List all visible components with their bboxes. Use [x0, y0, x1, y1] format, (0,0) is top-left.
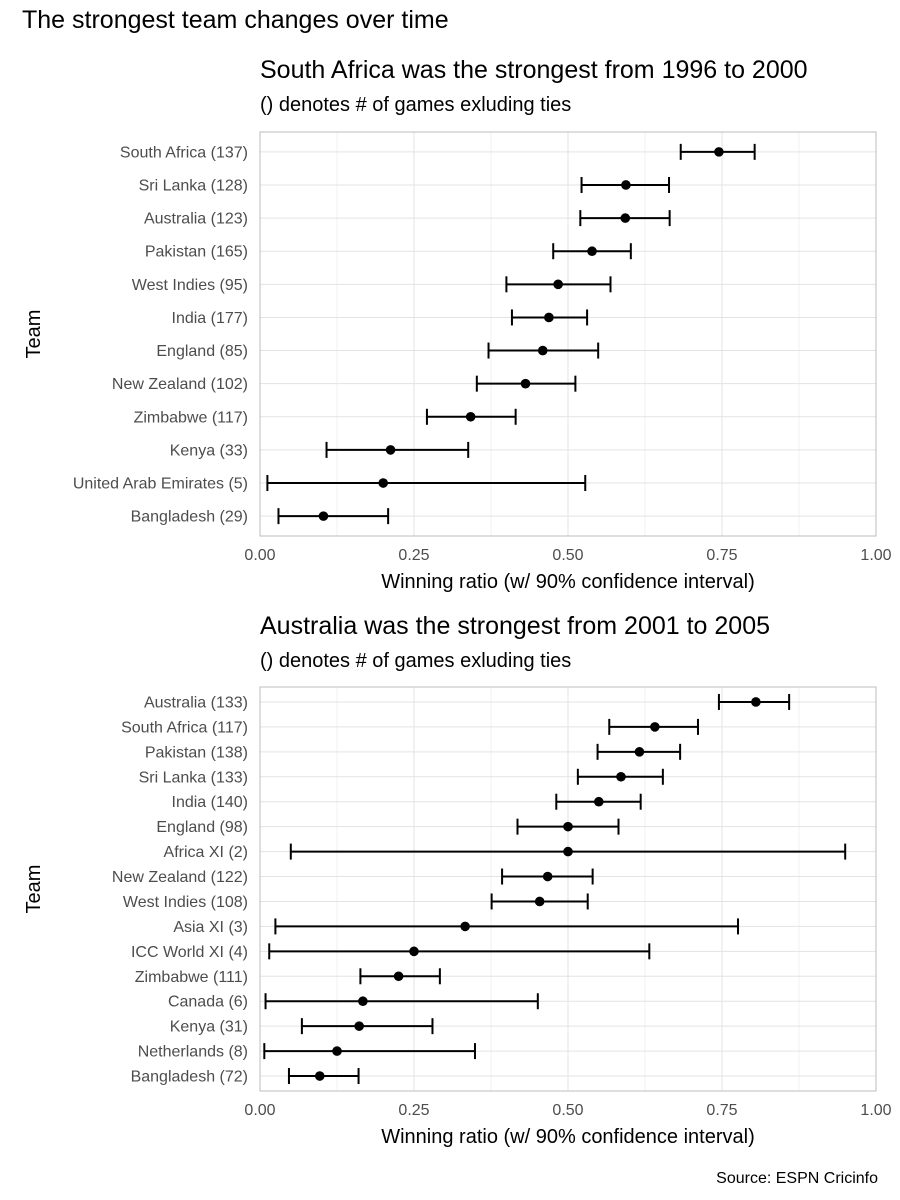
y-tick-label: England (85): [156, 343, 248, 360]
panel-2-subtitle: () denotes # of games exluding ties: [260, 650, 572, 672]
data-point: [393, 971, 404, 982]
y-tick-label: Asia XI (3): [173, 919, 248, 936]
data-point: [465, 411, 476, 422]
x-axis-title: Winning ratio (w/ 90% confidence interva…: [381, 1126, 755, 1148]
y-tick-label: Sri Lanka (133): [139, 769, 248, 786]
y-tick-label: Zimbabwe (111): [135, 969, 248, 986]
panel-2-title: Australia was the strongest from 2001 to…: [260, 612, 771, 640]
data-point: [620, 213, 631, 223]
y-tick-label: ICC World XI (4): [131, 944, 248, 961]
data-point: [537, 345, 548, 356]
data-point: [385, 445, 396, 455]
y-tick-label: Africa XI (2): [164, 844, 248, 861]
panel-2-chart: 0.00 0.25 0.50 0.75 1.00 Australia (133) South…: [23, 686, 892, 1148]
plot-border: [259, 131, 877, 537]
y-tick-label: South Africa (137): [120, 144, 248, 161]
y-tick-label: India (140): [172, 794, 249, 811]
panel-1-title: South Africa was the strongest from 1996…: [260, 56, 808, 84]
data-point: [378, 478, 389, 488]
y-axis-title: Team: [23, 865, 45, 914]
y-axis-title: Team: [23, 310, 45, 359]
y-tick-label: Bangladesh (29): [131, 509, 248, 526]
x-tick-label: 0.50: [552, 547, 583, 564]
panel-1-chart: 0.00 0.25 0.50 0.75 1.00 South Africa (137) Sr…: [23, 131, 892, 593]
data-point: [534, 896, 545, 907]
data-point: [594, 796, 604, 807]
x-axis-title: Winning ratio (w/ 90% confidence interva…: [381, 571, 755, 593]
data-point: [332, 1046, 342, 1056]
data-point: [318, 511, 329, 521]
x-tick-label: 0.75: [706, 1102, 737, 1119]
y-tick-label: West Indies (108): [123, 894, 248, 911]
data-point: [460, 921, 470, 932]
data-point: [358, 996, 368, 1007]
y-tick-label: South Africa (117): [121, 719, 248, 736]
source-caption: Source: ESPN Cricinfo: [716, 1170, 878, 1187]
y-tick-label: India (177): [172, 310, 249, 327]
data-point: [616, 771, 626, 782]
data-point: [714, 147, 724, 157]
x-tick-label: 1.00: [860, 547, 891, 564]
plot-border: [259, 686, 877, 1092]
data-point: [563, 821, 573, 832]
data-point: [314, 1071, 325, 1081]
y-tick-label: West Indies (95): [132, 277, 248, 294]
x-tick-label: 0.50: [552, 1102, 583, 1119]
y-tick-label: United Arab Emirates (5): [73, 476, 248, 493]
y-tick-label: Netherlands (8): [138, 1044, 248, 1061]
data-point: [563, 846, 573, 857]
y-tick-label: Kenya (33): [170, 442, 248, 459]
data-point: [634, 747, 645, 757]
data-point: [650, 722, 660, 732]
data-point: [751, 697, 761, 707]
y-tick-label: Canada (6): [168, 994, 248, 1011]
data-point: [621, 180, 631, 190]
x-tick-label: 0.25: [398, 1102, 429, 1119]
x-tick-label: 0.25: [398, 547, 429, 564]
x-tick-label: 0.00: [244, 1102, 275, 1119]
data-point: [354, 1021, 364, 1031]
y-tick-label: England (98): [156, 819, 248, 836]
figure-title: The strongest team changes over time: [22, 6, 449, 34]
data-point: [553, 279, 563, 290]
data-point: [542, 871, 553, 882]
y-tick-label: Zimbabwe (117): [134, 409, 248, 426]
y-tick-label: Bangladesh (72): [131, 1069, 248, 1086]
data-point: [587, 246, 597, 257]
y-tick-label: Australia (133): [144, 694, 248, 711]
data-point: [409, 946, 419, 957]
data-point: [544, 312, 554, 323]
y-tick-label: New Zealand (102): [112, 376, 248, 393]
x-tick-label: 0.75: [706, 547, 737, 564]
data-point: [520, 378, 531, 389]
panel-1-subtitle: () denotes # of games exluding ties: [260, 94, 572, 116]
y-tick-label: New Zealand (122): [112, 869, 248, 886]
y-tick-label: Australia (123): [144, 211, 248, 228]
y-tick-label: Pakistan (165): [145, 244, 248, 261]
y-tick-label: Kenya (31): [170, 1019, 248, 1036]
y-tick-label: Sri Lanka (128): [139, 177, 248, 194]
y-tick-label: Pakistan (138): [145, 744, 248, 761]
x-tick-label: 1.00: [860, 1102, 891, 1119]
x-tick-label: 0.00: [244, 547, 275, 564]
